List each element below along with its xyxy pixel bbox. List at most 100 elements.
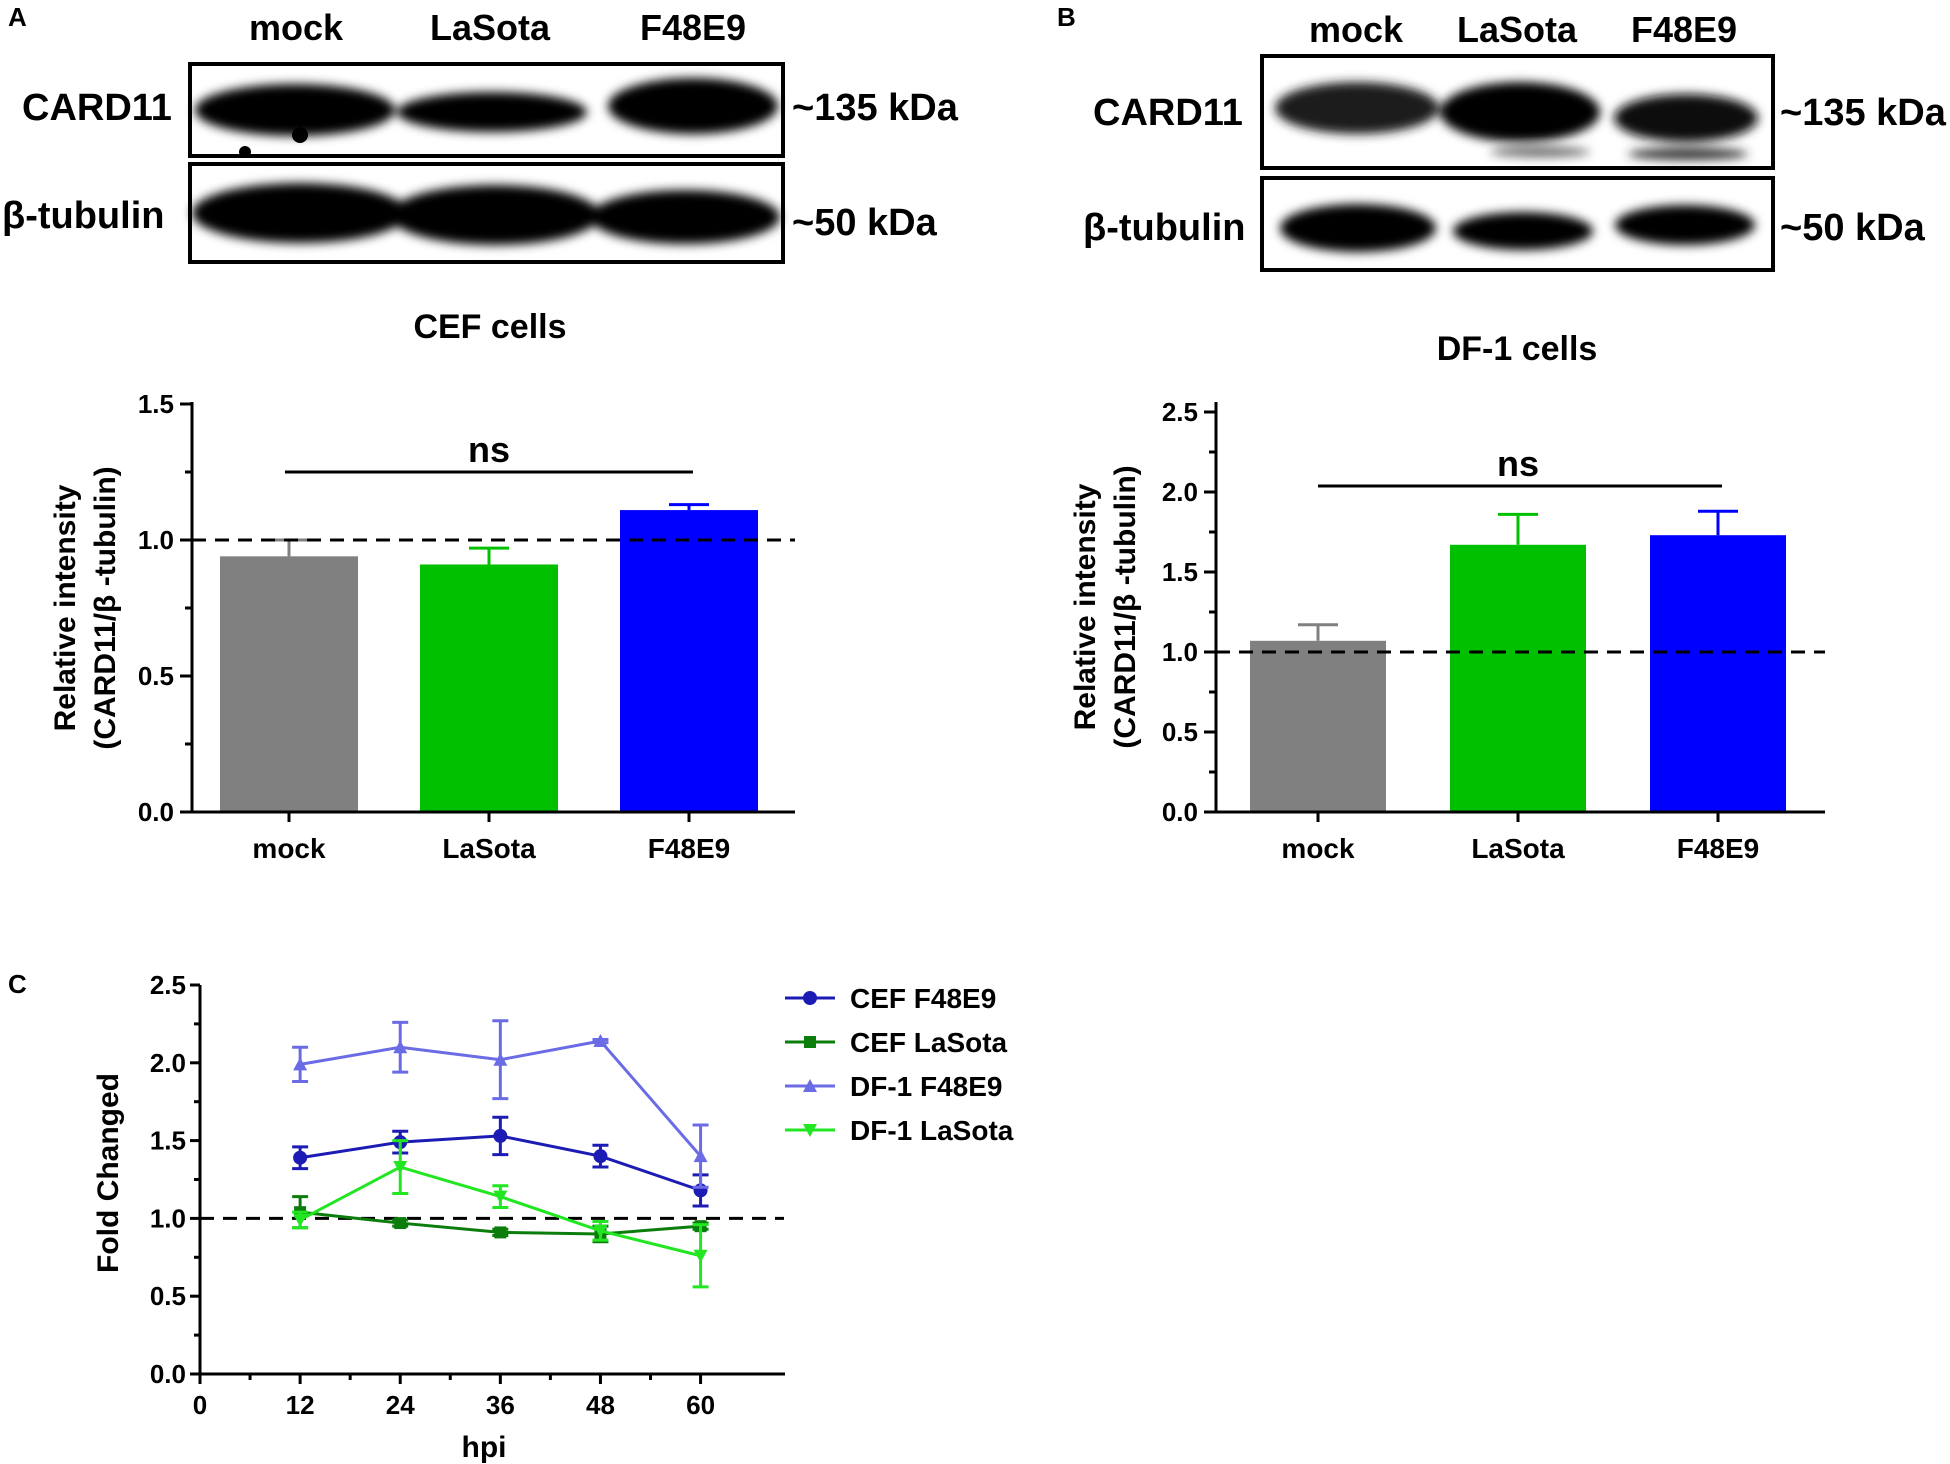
blot-spot <box>239 146 251 158</box>
blot-band <box>1440 82 1600 142</box>
y-tick-label: 2.5 <box>150 970 186 1000</box>
panel-a-blot: A mock LaSota F48E9 CARD11 β-tubulin ~13… <box>2 2 959 264</box>
legend-marker <box>803 1124 817 1137</box>
blot-band <box>195 84 395 136</box>
panel-b-lane-label-lasota: LaSota <box>1457 9 1578 50</box>
panel-a-tubulin-blot <box>188 162 785 264</box>
blot-band <box>590 190 780 244</box>
chart-b-title: DF-1 cells <box>1437 330 1598 368</box>
series-cef-f48e9 <box>292 1115 709 1208</box>
data-point <box>493 1052 508 1066</box>
chart-b-significance-label: ns <box>1497 443 1539 484</box>
data-point <box>593 1149 608 1164</box>
y-tick-label: 0.5 <box>138 661 174 691</box>
data-point <box>293 1150 308 1165</box>
chart-c: C Fold Changed hpi 0.0 0.5 1.0 1.5 2.0 2.5 0 12… <box>8 969 1014 1464</box>
data-point <box>593 1034 608 1048</box>
y-tick-label: 1.0 <box>1162 637 1198 667</box>
blot-band <box>1614 94 1758 142</box>
bar-mock <box>1250 640 1386 812</box>
series-cef-lasota <box>292 1195 709 1244</box>
x-tick-label: 48 <box>586 1390 615 1420</box>
chart-a-ylabel-line1: Relative intensity <box>49 484 82 731</box>
blot-band <box>1275 82 1439 134</box>
panel-a-blot-label-card11: CARD11 <box>22 87 172 129</box>
panel-b-blot-size-card11: ~135 kDa <box>1780 92 1947 134</box>
y-tick-label: 2.0 <box>150 1048 186 1078</box>
chart-a-ylabel-line2: (CARD11/β -tubulin) <box>89 466 122 749</box>
panel-a-blot-size-tubulin: ~50 kDa <box>792 202 938 244</box>
x-tick-label: LaSota <box>442 833 536 864</box>
data-point <box>293 1057 308 1071</box>
blot-band <box>192 183 408 243</box>
x-tick-label: 60 <box>686 1390 715 1420</box>
blot-band <box>1490 147 1590 157</box>
blot-band <box>1615 205 1755 245</box>
blot-band <box>608 78 778 134</box>
chart-c-xlabel: hpi <box>462 1431 507 1464</box>
legend-marker <box>804 1036 816 1048</box>
x-tick-label: 12 <box>286 1390 315 1420</box>
y-tick-label: 0.5 <box>1162 717 1198 747</box>
y-tick-label: 1.5 <box>150 1126 186 1156</box>
panel-c-letter: C <box>8 969 27 999</box>
panel-b-blot-label-card11: CARD11 <box>1093 92 1243 134</box>
panel-a-lane-label-mock: mock <box>249 7 344 48</box>
bar-mock <box>220 556 358 812</box>
chart-c-ylabel: Fold Changed <box>92 1073 125 1273</box>
x-tick-label: 0 <box>193 1390 207 1420</box>
data-point <box>393 1040 408 1054</box>
chart-b: DF-1 cells Relative intensity (CARD11/β … <box>1069 330 1825 864</box>
x-tick-label: F48E9 <box>648 833 731 864</box>
legend-label: DF-1 LaSota <box>850 1115 1014 1146</box>
chart-a: CEF cells Relative intensity (CARD11/β -… <box>49 308 795 864</box>
data-point <box>693 1149 708 1163</box>
bar-lasota <box>1450 544 1586 812</box>
x-tick-label: 24 <box>386 1390 415 1420</box>
panel-b-tubulin-blot <box>1260 176 1775 272</box>
y-tick-label: 1.0 <box>150 1203 186 1233</box>
chart-a-significance-label: ns <box>468 429 510 470</box>
y-tick-label: 0.0 <box>138 797 174 827</box>
bar-lasota <box>420 564 558 812</box>
chart-b-ylabel-line2: (CARD11/β -tubulin) <box>1109 465 1142 748</box>
legend-marker <box>803 1079 817 1092</box>
panel-a-card11-blot <box>188 62 785 158</box>
panel-a-lane-label-lasota: LaSota <box>430 7 551 48</box>
x-tick-label: LaSota <box>1471 833 1565 864</box>
panel-b-card11-blot <box>1260 54 1775 170</box>
chart-b-ylabel-line1: Relative intensity <box>1069 483 1102 730</box>
legend-label: CEF F48E9 <box>850 983 996 1014</box>
chart-c-legend: CEF F48E9 CEF LaSota DF-1 F48E9 DF-1 LaSota <box>785 983 1014 1146</box>
panel-a-letter: A <box>8 2 27 32</box>
panel-b-lane-label-f48e9: F48E9 <box>1631 9 1737 50</box>
data-point <box>494 1226 507 1239</box>
panel-b-letter: B <box>1057 2 1076 32</box>
x-tick-label: 36 <box>486 1390 515 1420</box>
panel-b-blot: B mock LaSota F48E9 CARD11 β-tubulin ~13… <box>1057 2 1947 272</box>
panel-b-blot-label-tubulin: β-tubulin <box>1083 207 1245 249</box>
panel-a-lane-label-f48e9: F48E9 <box>640 7 746 48</box>
chart-a-title: CEF cells <box>413 308 566 346</box>
y-tick-label: 1.5 <box>138 389 174 419</box>
data-point <box>293 1213 308 1227</box>
blot-band <box>1453 212 1593 250</box>
data-point <box>394 1217 407 1230</box>
data-point <box>693 1249 708 1263</box>
panel-a-blot-size-card11: ~135 kDa <box>792 87 959 129</box>
blot-spot <box>292 127 308 143</box>
legend-label: DF-1 F48E9 <box>850 1071 1003 1102</box>
legend-label: CEF LaSota <box>850 1027 1008 1058</box>
series-df-1-lasota <box>292 1139 709 1289</box>
y-tick-label: 2.0 <box>1162 477 1198 507</box>
y-tick-label: 0.5 <box>150 1281 186 1311</box>
data-point <box>493 1190 508 1204</box>
data-point <box>393 1161 408 1175</box>
bar-f48e9 <box>1650 535 1786 812</box>
y-tick-label: 0.0 <box>150 1359 186 1389</box>
series-line-df-1-lasota <box>299 1165 701 1258</box>
panel-b-lane-label-mock: mock <box>1309 9 1404 50</box>
blot-band <box>397 92 587 132</box>
x-tick-label: mock <box>252 833 326 864</box>
